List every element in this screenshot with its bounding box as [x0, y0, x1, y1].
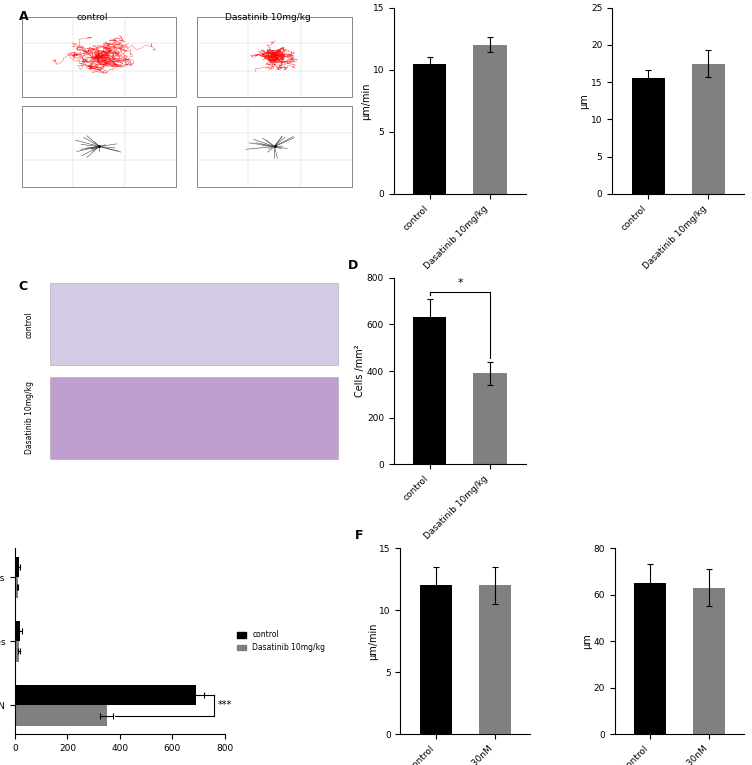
Bar	[474, 45, 507, 194]
Text: C: C	[19, 280, 28, 293]
Text: Dasatinib 10mg/kg: Dasatinib 10mg/kg	[225, 13, 311, 22]
Legend: control, Dasatinib 10mg/kg: control, Dasatinib 10mg/kg	[237, 630, 326, 652]
Bar	[420, 585, 452, 734]
Bar	[197, 17, 352, 97]
Y-axis label: μm: μm	[582, 633, 592, 649]
Y-axis label: μm: μm	[580, 93, 590, 109]
Y-axis label: μm/min: μm/min	[361, 82, 371, 119]
Text: A: A	[19, 9, 28, 22]
Text: control: control	[25, 311, 34, 338]
Text: *: *	[457, 278, 462, 288]
Y-axis label: Cells /mm²: Cells /mm²	[356, 345, 365, 397]
Bar	[197, 106, 352, 187]
Bar	[693, 588, 725, 734]
Bar	[692, 63, 725, 194]
Bar	[50, 284, 338, 366]
Bar	[15, 685, 196, 705]
Bar	[22, 17, 177, 97]
Text: F: F	[355, 529, 363, 542]
Bar	[15, 556, 19, 577]
Bar	[15, 641, 19, 662]
Bar	[414, 317, 447, 464]
Text: ***: ***	[217, 701, 232, 711]
Bar	[15, 705, 107, 726]
Bar	[634, 583, 666, 734]
Text: control: control	[77, 13, 108, 22]
Bar	[632, 79, 665, 194]
Bar	[22, 106, 177, 187]
Bar	[50, 376, 338, 458]
Bar	[15, 577, 17, 597]
Bar	[474, 373, 507, 464]
Bar	[414, 63, 447, 194]
Y-axis label: μm/min: μm/min	[368, 623, 378, 660]
Text: B: B	[347, 0, 357, 2]
Bar	[478, 585, 511, 734]
Text: D: D	[347, 259, 358, 272]
Text: Dasatinib 10mg/kg: Dasatinib 10mg/kg	[25, 381, 34, 454]
Bar	[15, 620, 20, 641]
